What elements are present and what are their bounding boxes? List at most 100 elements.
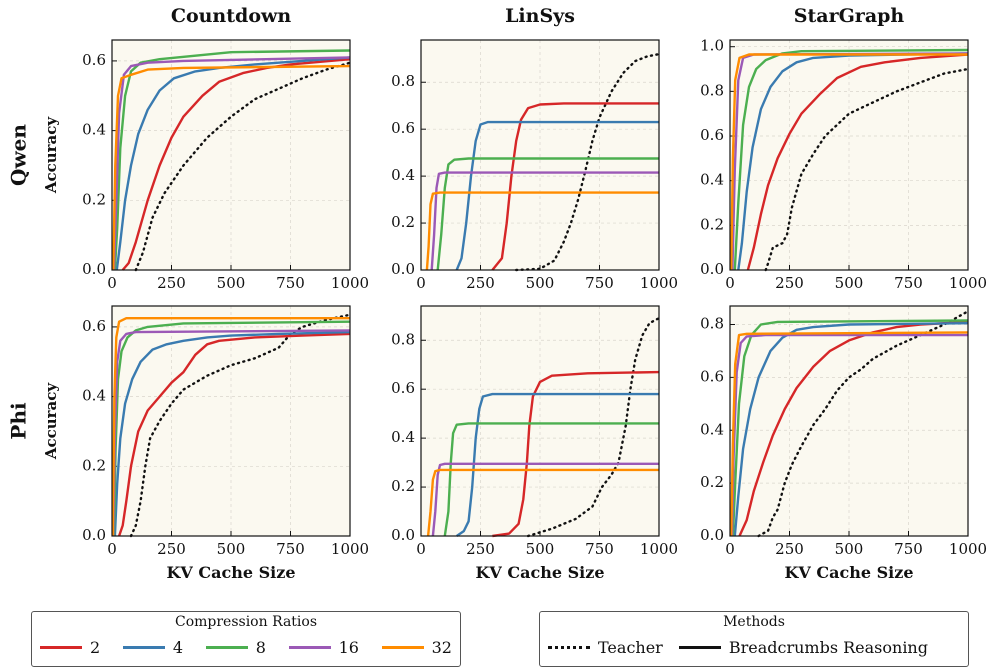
column-title-linsys: LinSys — [505, 5, 575, 27]
y-tick-label-qwen-stargraph-0-8: 0.8 — [700, 81, 724, 99]
panel-frame-qwen-countdown — [111, 39, 351, 271]
compression-legend-title: Compression Ratios — [174, 614, 318, 630]
y-tick-label-qwen-stargraph-1-0: 1.0 — [700, 37, 724, 55]
series-line-phi-stargraph-ratio-8 — [731, 319, 969, 537]
series-line-phi-countdown-ratio-8 — [112, 320, 351, 537]
x-tick-label-phi-linsys-0: 0 — [416, 540, 426, 558]
y-tick-label-qwen-stargraph-0-6: 0.6 — [700, 126, 724, 144]
x-tick-label-qwen-stargraph-1000: 1000 — [949, 274, 987, 292]
x-tick-label-phi-countdown-500: 500 — [217, 540, 246, 558]
legend-line-ratio-4 — [122, 646, 165, 649]
methods-legend-items: Teacher Breadcrumbs Reasoning — [548, 638, 960, 657]
y-tick-label-phi-linsys-0-4: 0.4 — [391, 428, 415, 446]
series-line-qwen-linsys-ratio-16 — [430, 171, 659, 271]
y-tick-label-phi-countdown-0-6: 0.6 — [82, 317, 106, 335]
x-tick-label-qwen-stargraph-750: 750 — [894, 274, 923, 292]
x-axis-label-countdown: KV Cache Size — [166, 563, 295, 582]
y-tick-label-qwen-linsys-0-4: 0.4 — [391, 166, 415, 184]
y-tick-label-phi-stargraph-0-2: 0.2 — [700, 473, 724, 491]
y-tick-label-qwen-stargraph-0-2: 0.2 — [700, 215, 724, 233]
y-tick-label-qwen-stargraph-0-4: 0.4 — [700, 171, 724, 189]
x-tick-label-qwen-countdown-1000: 1000 — [331, 274, 369, 292]
series-line-qwen-stargraph-teacher — [764, 67, 970, 272]
series-line-phi-countdown-ratio-4 — [113, 330, 351, 537]
series-line-qwen-countdown-ratio-4 — [115, 56, 351, 271]
x-tick-label-qwen-stargraph-250: 250 — [775, 274, 804, 292]
legend-label-ratio-4: 4 — [172, 638, 184, 657]
y-tick-label-phi-stargraph-0-6: 0.6 — [700, 367, 724, 385]
legend-line-ratio-16 — [288, 646, 331, 649]
y-tick-label-qwen-countdown-0-4: 0.4 — [82, 121, 106, 139]
y-tick-label-qwen-linsys-0-2: 0.2 — [391, 213, 415, 231]
methods-legend-title: Methods — [723, 614, 785, 630]
y-tick-label-qwen-countdown-0-6: 0.6 — [82, 51, 106, 69]
x-tick-label-phi-linsys-750: 750 — [585, 540, 614, 558]
x-tick-label-qwen-stargraph-0: 0 — [725, 274, 735, 292]
column-title-stargraph: StarGraph — [794, 5, 905, 27]
series-line-phi-linsys-ratio-4 — [456, 392, 659, 537]
series-line-qwen-countdown-teacher — [134, 61, 352, 272]
y-tick-label-phi-countdown-0-2: 0.2 — [82, 456, 106, 474]
series-line-phi-stargraph-ratio-4 — [733, 322, 969, 537]
y-tick-label-phi-linsys-0-2: 0.2 — [391, 477, 415, 495]
y-tick-label-phi-linsys-0-6: 0.6 — [391, 379, 415, 397]
x-tick-label-phi-countdown-1000: 1000 — [331, 540, 369, 558]
x-axis-label-linsys: KV Cache Size — [475, 563, 604, 582]
series-line-phi-countdown-ratio-2 — [117, 332, 351, 537]
series-line-phi-linsys-ratio-32 — [426, 468, 659, 537]
y-tick-label-phi-linsys-0-0: 0.0 — [391, 526, 415, 544]
methods-legend: Methods Teacher Breadcrumbs Reasoning — [539, 611, 969, 667]
x-tick-label-qwen-linsys-0: 0 — [416, 274, 426, 292]
y-axis-label-phi: Accuracy — [42, 382, 60, 461]
x-tick-label-qwen-countdown-500: 500 — [217, 274, 246, 292]
legend-entry-ratio-4: 4 — [122, 638, 184, 657]
panel-frame-qwen-linsys — [420, 39, 660, 271]
legend-entry-ratio-8: 8 — [205, 638, 266, 657]
x-tick-label-qwen-linsys-500: 500 — [526, 274, 555, 292]
x-tick-label-phi-stargraph-750: 750 — [894, 540, 923, 558]
series-line-phi-stargraph-teacher — [757, 310, 970, 538]
x-tick-label-qwen-stargraph-500: 500 — [835, 274, 864, 292]
series-line-phi-stargraph-ratio-2 — [738, 320, 969, 537]
series-line-qwen-countdown-ratio-8 — [113, 49, 351, 271]
panel-frame-qwen-stargraph — [729, 39, 969, 271]
series-line-qwen-stargraph-ratio-4 — [737, 52, 969, 271]
column-title-countdown: Countdown — [171, 5, 292, 27]
panel-frame-phi-stargraph — [729, 305, 969, 537]
legend-label-ratio-8: 8 — [255, 638, 266, 657]
legend-entry-teacher: Teacher — [548, 638, 663, 657]
series-line-qwen-stargraph-ratio-32 — [730, 53, 968, 271]
series-line-qwen-linsys-ratio-8 — [436, 157, 659, 271]
x-tick-label-phi-linsys-250: 250 — [466, 540, 495, 558]
y-tick-label-qwen-stargraph-0-0: 0.0 — [700, 260, 724, 278]
compression-ratio-legend: Compression Ratios 2 4 8 16 32 — [31, 611, 461, 667]
y-tick-label-phi-countdown-0-4: 0.4 — [82, 387, 106, 405]
legend-line-ratio-8 — [205, 646, 248, 649]
x-tick-label-qwen-countdown-750: 750 — [276, 274, 305, 292]
series-line-qwen-linsys-ratio-2 — [491, 102, 659, 271]
panel-frame-phi-countdown — [111, 305, 351, 537]
legend-label-breadcrumbs: Breadcrumbs Reasoning — [728, 638, 928, 657]
x-tick-label-phi-linsys-500: 500 — [526, 540, 555, 558]
legend-line-ratio-2 — [40, 646, 82, 649]
row-title-qwen: Qwen — [7, 124, 31, 186]
x-tick-label-phi-stargraph-500: 500 — [835, 540, 864, 558]
panel-frame-phi-linsys — [420, 305, 660, 537]
x-axis-label-stargraph: KV Cache Size — [784, 563, 913, 582]
legend-label-ratio-32: 32 — [431, 638, 452, 657]
y-tick-label-phi-countdown-0-0: 0.0 — [82, 526, 106, 544]
y-tick-label-phi-linsys-0-8: 0.8 — [391, 330, 415, 348]
legend-entry-breadcrumbs: Breadcrumbs Reasoning — [678, 638, 928, 657]
y-tick-label-phi-stargraph-0-0: 0.0 — [700, 526, 724, 544]
legend-label-ratio-2: 2 — [90, 638, 101, 657]
y-tick-label-qwen-linsys-0-0: 0.0 — [391, 260, 415, 278]
x-tick-label-phi-stargraph-0: 0 — [725, 540, 735, 558]
legend-entry-ratio-16: 16 — [288, 638, 359, 657]
y-tick-label-qwen-countdown-0-2: 0.2 — [82, 190, 106, 208]
y-tick-label-qwen-linsys-0-8: 0.8 — [391, 72, 415, 90]
legend-line-ratio-32 — [381, 646, 424, 649]
y-tick-label-phi-stargraph-0-8: 0.8 — [700, 315, 724, 333]
y-axis-label-qwen: Accuracy — [42, 116, 60, 195]
x-tick-label-qwen-countdown-250: 250 — [157, 274, 186, 292]
